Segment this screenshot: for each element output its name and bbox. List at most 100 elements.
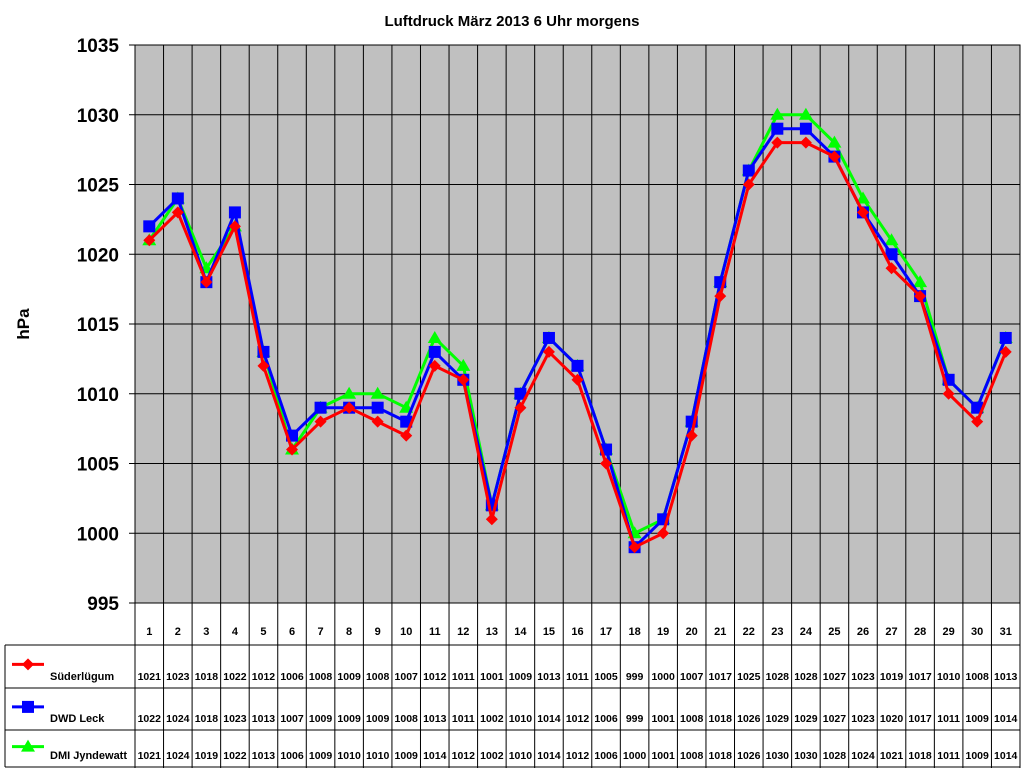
table-cell: 1012 xyxy=(423,671,447,683)
x-tick-label: 6 xyxy=(289,626,295,638)
x-tick-label: 22 xyxy=(743,626,755,638)
x-tick-label: 7 xyxy=(318,626,324,638)
x-tick-label: 2 xyxy=(175,626,181,638)
table-cell: 1010 xyxy=(509,750,533,762)
x-tick-label: 18 xyxy=(628,626,640,638)
table-cell: 1018 xyxy=(709,713,733,725)
x-tick-label: 19 xyxy=(657,626,669,638)
table-cell: 1028 xyxy=(766,671,790,683)
y-tick-label: 1035 xyxy=(77,36,120,57)
table-cell: 1028 xyxy=(823,750,847,762)
table-cell: 1024 xyxy=(851,750,875,762)
y-tick-label: 1005 xyxy=(77,455,120,476)
table-cell: 1007 xyxy=(680,671,704,683)
table-cell: 1012 xyxy=(566,750,590,762)
table-cell: 1009 xyxy=(965,713,989,725)
table-cell: 1008 xyxy=(680,750,704,762)
table-cell: 1009 xyxy=(366,713,390,725)
data-point-triangle xyxy=(884,233,899,246)
table-cell: 1007 xyxy=(280,713,304,725)
data-point-diamond xyxy=(828,150,841,163)
data-point-square xyxy=(314,401,327,414)
table-cell: 1024 xyxy=(166,713,190,725)
x-tick-label: 31 xyxy=(1000,626,1012,638)
y-tick-label: 1030 xyxy=(77,106,119,127)
table-cell: 1014 xyxy=(537,750,561,762)
table-cell: 1009 xyxy=(965,750,989,762)
x-tick-label: 14 xyxy=(514,626,527,638)
data-point-triangle xyxy=(21,739,35,752)
table-cell: 1018 xyxy=(195,671,219,683)
x-tick-label: 10 xyxy=(400,626,412,638)
x-tick-label: 26 xyxy=(857,626,869,638)
data-point-square xyxy=(428,345,441,358)
table-cell: 1018 xyxy=(709,750,733,762)
table-cell: 1009 xyxy=(309,713,333,725)
data-point-triangle xyxy=(342,386,357,399)
table-cell: 1009 xyxy=(309,750,333,762)
table-cell: 1022 xyxy=(223,671,247,683)
chart-title: Luftdruck März 2013 6 Uhr morgens xyxy=(384,13,639,30)
y-tick-label: 1015 xyxy=(77,315,120,336)
x-tick-label: 20 xyxy=(686,626,698,638)
table-cell: 1001 xyxy=(480,671,504,683)
data-point-diamond xyxy=(228,220,241,233)
x-tick-label: 25 xyxy=(828,626,840,638)
data-point-diamond xyxy=(999,345,1012,358)
table-cell: 1001 xyxy=(651,713,675,725)
data-point-square xyxy=(542,331,555,344)
legend-label: DWD Leck xyxy=(50,713,105,725)
table-cell: 1005 xyxy=(594,671,618,683)
table-cell: 1010 xyxy=(337,750,361,762)
table-cell: 1014 xyxy=(537,713,561,725)
x-tick-label: 8 xyxy=(346,626,352,638)
x-tick-label: 9 xyxy=(375,626,381,638)
data-point-diamond xyxy=(714,290,727,303)
table-cell: 1012 xyxy=(452,750,476,762)
table-cell: 1013 xyxy=(537,671,561,683)
x-tick-label: 12 xyxy=(457,626,469,638)
table-cell: 1013 xyxy=(423,713,447,725)
data-point-triangle xyxy=(370,386,385,399)
x-tick-label: 27 xyxy=(885,626,897,638)
table-cell: 1009 xyxy=(337,713,361,725)
table-cell: 1024 xyxy=(166,750,190,762)
table-cell: 1017 xyxy=(709,671,733,683)
data-point-diamond xyxy=(885,262,898,275)
table-cell: 1006 xyxy=(594,713,618,725)
data-point-diamond xyxy=(371,415,384,428)
data-point-diamond xyxy=(343,401,356,414)
table-cell: 1017 xyxy=(908,671,932,683)
x-tick-label: 30 xyxy=(971,626,983,638)
table-cell: 1029 xyxy=(794,713,818,725)
table-cell: 1022 xyxy=(223,750,247,762)
table-cell: 1008 xyxy=(309,671,333,683)
table-cell: 1014 xyxy=(994,713,1018,725)
table-cell: 1030 xyxy=(794,750,818,762)
data-point-diamond xyxy=(856,206,869,219)
data-point-square xyxy=(228,206,241,219)
data-point-square xyxy=(371,401,384,414)
series-süderlügum xyxy=(143,136,1012,554)
table-cell: 1002 xyxy=(480,750,504,762)
table-cell: 1023 xyxy=(851,671,875,683)
data-point-square xyxy=(999,331,1012,344)
table-cell: 1021 xyxy=(138,750,162,762)
data-point-diamond xyxy=(571,373,584,386)
table-cell: 1013 xyxy=(994,671,1018,683)
table-cell: 1000 xyxy=(651,671,675,683)
data-point-diamond xyxy=(971,415,984,428)
table-cell: 1010 xyxy=(509,713,533,725)
x-tick-label: 21 xyxy=(714,626,726,638)
table-cell: 1019 xyxy=(880,671,904,683)
table-cell: 1026 xyxy=(737,750,761,762)
data-point-triangle xyxy=(827,135,842,148)
data-point-diamond xyxy=(314,415,327,428)
table-cell: 1011 xyxy=(566,671,589,683)
data-point-diamond xyxy=(657,527,670,540)
table-cell: 1008 xyxy=(680,713,704,725)
x-tick-label: 23 xyxy=(771,626,783,638)
data-point-diamond xyxy=(257,359,270,372)
y-tick-label: 1000 xyxy=(77,524,119,545)
